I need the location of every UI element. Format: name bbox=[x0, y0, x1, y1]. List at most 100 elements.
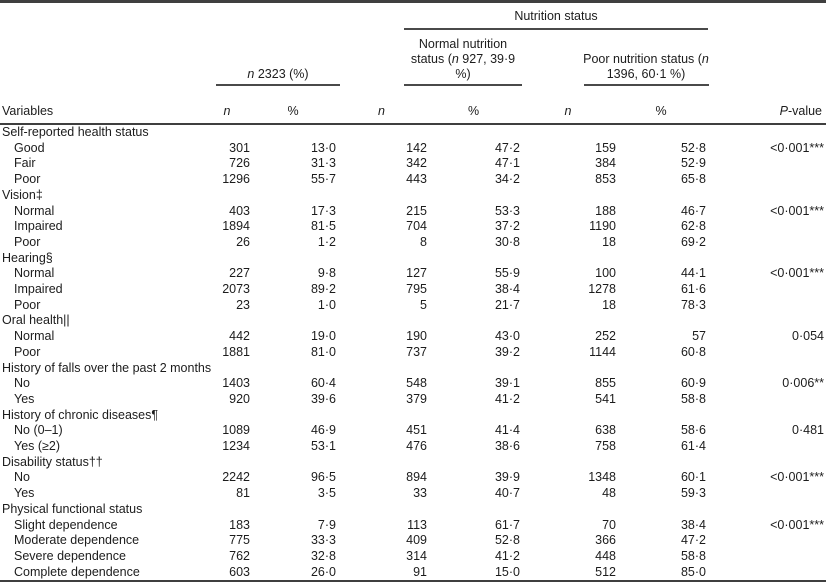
cell-value: 52·9 bbox=[680, 156, 706, 171]
cell-value: 512 bbox=[595, 564, 616, 579]
cell-value: 2242 bbox=[222, 470, 250, 485]
cell-value: 7·9 bbox=[317, 517, 336, 532]
cell-value: 70 bbox=[602, 517, 616, 532]
cell-value: 1190 bbox=[589, 219, 616, 234]
row-label: Slight dependence bbox=[14, 517, 118, 532]
cell-value: 448 bbox=[595, 548, 616, 563]
data-row: Normal 403 17·3 215 53·3 188 46·7 <0·001*** bbox=[0, 204, 826, 220]
cell-value: 38·4 bbox=[494, 282, 520, 297]
cell-value: 43·0 bbox=[494, 329, 520, 344]
cell-value: 451 bbox=[406, 423, 427, 438]
data-row: Fair 726 31·3 342 47·1 384 52·9 bbox=[0, 156, 826, 172]
cell-value: 61·7 bbox=[494, 517, 520, 532]
category-row: Self-reported health status bbox=[0, 124, 826, 141]
cell-value: 39·2 bbox=[494, 344, 520, 359]
cell-value: 85·0 bbox=[680, 564, 706, 579]
cell-value: 1·0 bbox=[317, 297, 336, 312]
col-header-pct-normal: % bbox=[427, 92, 520, 125]
data-table: Variables n % n % n % P-value Self-repor… bbox=[0, 92, 826, 582]
cell-value: 13·0 bbox=[310, 140, 336, 155]
cell-value: 39·1 bbox=[494, 376, 520, 391]
cell-value: 638 bbox=[595, 423, 616, 438]
cell-value: 443 bbox=[406, 172, 427, 187]
cell-value: 142 bbox=[406, 140, 427, 155]
cell-value: 301 bbox=[229, 140, 250, 155]
cell-value: 58·6 bbox=[680, 423, 706, 438]
cell-value: 39·9 bbox=[494, 470, 520, 485]
cell-value: 39·6 bbox=[310, 391, 336, 406]
category-row: Physical functional status bbox=[0, 502, 826, 518]
cell-value: 190 bbox=[406, 329, 427, 344]
data-row: No 1403 60·4 548 39·1 855 60·9 0·006** bbox=[0, 376, 826, 392]
data-row: Moderate dependence 775 33·3 409 52·8 366 47·2 bbox=[0, 533, 826, 549]
cell-value: 1144 bbox=[589, 344, 616, 359]
col-header-pct-total: % bbox=[250, 92, 336, 125]
data-row: No 2242 96·5 894 39·9 1348 60·1 <0·001*** bbox=[0, 470, 826, 486]
cell-value: 21·7 bbox=[494, 297, 520, 312]
cell-value: 46·7 bbox=[680, 203, 706, 218]
row-label: No bbox=[14, 470, 30, 485]
row-label: Moderate dependence bbox=[14, 533, 140, 548]
cell-value: 795 bbox=[406, 282, 427, 297]
data-row: Yes 81 3·5 33 40·7 48 59·3 bbox=[0, 486, 826, 502]
cell-value: 379 bbox=[406, 391, 427, 406]
cell-value: 15·0 bbox=[494, 564, 520, 579]
col-header-variables: Variables bbox=[0, 92, 204, 125]
row-label: Poor bbox=[14, 344, 41, 359]
category-label: Self-reported health status bbox=[2, 125, 149, 139]
p-value bbox=[706, 549, 826, 565]
row-label: Impaired bbox=[14, 219, 63, 234]
data-row: Slight dependence 183 7·9 113 61·7 70 38·4 <0·0… bbox=[0, 518, 826, 534]
cell-value: 342 bbox=[406, 156, 427, 171]
cell-value: 41·2 bbox=[494, 391, 520, 406]
cell-value: 52·8 bbox=[494, 533, 520, 548]
p-value bbox=[706, 565, 826, 582]
cell-value: 227 bbox=[229, 266, 250, 281]
p-value bbox=[706, 235, 826, 251]
cell-value: 23 bbox=[236, 297, 250, 312]
data-row: Poor 1296 55·7 443 34·2 853 65·8 bbox=[0, 172, 826, 188]
cell-value: 252 bbox=[595, 329, 616, 344]
cell-value: 127 bbox=[406, 266, 427, 281]
data-row: Yes (≥2) 1234 53·1 476 38·6 758 61·4 bbox=[0, 439, 826, 455]
cell-value: 384 bbox=[595, 156, 616, 171]
p-value bbox=[706, 298, 826, 314]
cell-value: 61·4 bbox=[680, 439, 706, 454]
p-value: <0·001*** bbox=[770, 203, 824, 218]
col-header-pct-poor: % bbox=[616, 92, 706, 125]
cell-value: 55·9 bbox=[494, 266, 520, 281]
col-header-pvalue: P-value bbox=[706, 92, 826, 125]
category-row: Oral health|| bbox=[0, 313, 826, 329]
cell-value: 758 bbox=[595, 439, 616, 454]
cell-value: 41·4 bbox=[494, 423, 520, 438]
cell-value: 57 bbox=[692, 329, 706, 344]
cell-value: 55·7 bbox=[310, 172, 336, 187]
col-header-n-normal: n bbox=[336, 92, 427, 125]
cell-value: 38·4 bbox=[680, 517, 706, 532]
cell-value: 32·8 bbox=[310, 548, 336, 563]
table-body: Self-reported health status Good 301 13·0 14… bbox=[0, 124, 826, 581]
row-label: Good bbox=[14, 140, 45, 155]
table-top-rule bbox=[0, 0, 826, 3]
cell-value: 855 bbox=[595, 376, 616, 391]
category-label: Oral health|| bbox=[2, 313, 70, 328]
cell-value: 40·7 bbox=[494, 486, 520, 501]
cell-value: 18 bbox=[602, 297, 616, 312]
row-label: Fair bbox=[14, 156, 36, 171]
row-label: Poor bbox=[14, 297, 41, 312]
cell-value: 53·3 bbox=[494, 203, 520, 218]
row-label: Normal bbox=[14, 203, 55, 218]
cell-value: 96·5 bbox=[310, 470, 336, 485]
cell-value: 541 bbox=[595, 391, 616, 406]
data-row: Normal 227 9·8 127 55·9 100 44·1 <0·001*** bbox=[0, 266, 826, 282]
cell-value: 920 bbox=[229, 391, 250, 406]
cell-value: 52·8 bbox=[680, 140, 706, 155]
cell-value: 1·2 bbox=[317, 234, 336, 249]
cell-value: 3·5 bbox=[317, 486, 336, 501]
col-header-n-total: n bbox=[204, 92, 250, 125]
cell-value: 1278 bbox=[588, 282, 616, 297]
p-value: 0·006** bbox=[782, 376, 824, 391]
cell-value: 314 bbox=[406, 548, 427, 563]
cell-value: 81·0 bbox=[310, 344, 336, 359]
cell-value: 26·0 bbox=[310, 564, 336, 579]
